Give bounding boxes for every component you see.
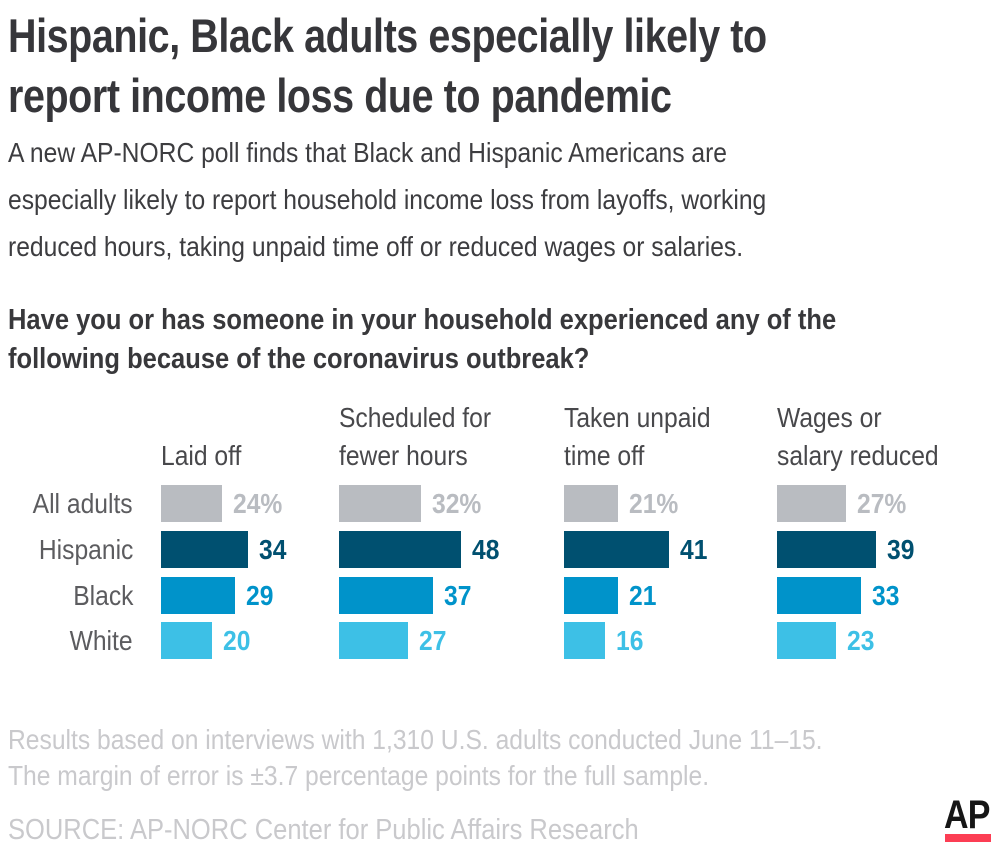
bar-value-label: 37	[444, 580, 472, 611]
bar	[777, 485, 846, 522]
bar	[564, 577, 618, 614]
bar	[339, 622, 408, 659]
footnote-line-2: The margin of error is ±3.7 percentage p…	[8, 760, 710, 791]
ap-logo-underline	[945, 834, 991, 842]
ap-logo: AP	[944, 793, 990, 837]
bar-value-label: 27%	[857, 488, 907, 519]
column-header: time off	[564, 440, 645, 471]
category-label: Black	[72, 580, 133, 611]
bar-value-label: 33	[872, 580, 900, 611]
column-header: Taken unpaid	[564, 402, 711, 433]
bar	[339, 577, 433, 614]
source-line: SOURCE: AP-NORC Center for Public Affair…	[8, 814, 639, 846]
bar	[339, 485, 421, 522]
subtitle-line-3: reduced hours, taking unpaid time off or…	[8, 231, 744, 262]
category-label: White	[70, 625, 133, 656]
bar-value-label: 39	[887, 534, 915, 565]
bar	[564, 622, 605, 659]
category-label: Hispanic	[38, 534, 133, 565]
page-title-line-2: report income loss due to pandemic	[8, 69, 672, 122]
bar	[777, 531, 876, 568]
bar	[777, 622, 836, 659]
bar-value-label: 20	[223, 625, 251, 656]
bar-value-label: 21	[629, 580, 657, 611]
bar-value-label: 21%	[629, 488, 679, 519]
bar	[161, 577, 235, 614]
bar	[777, 577, 861, 614]
column-header: Wages or	[777, 402, 882, 433]
bar	[564, 531, 669, 568]
bar	[161, 531, 248, 568]
bar-value-label: 24%	[233, 488, 283, 519]
bar	[339, 531, 461, 568]
subtitle-line-1: A new AP-NORC poll finds that Black and …	[8, 137, 728, 168]
bar	[161, 622, 212, 659]
bar-value-label: 32%	[432, 488, 482, 519]
question-line-1: Have you or has someone in your househol…	[8, 304, 837, 336]
category-label: All adults	[33, 488, 133, 519]
question-line-2: following because of the coronavirus out…	[8, 343, 590, 375]
bar-value-label: 23	[847, 625, 875, 656]
column-header: Laid off	[161, 440, 242, 471]
page-title-line-1: Hispanic, Black adults especially likely…	[8, 9, 767, 62]
bar-value-label: 16	[616, 625, 644, 656]
column-header: fewer hours	[339, 440, 468, 471]
bar-value-label: 41	[680, 534, 708, 565]
bar-value-label: 34	[259, 534, 287, 565]
bar	[564, 485, 618, 522]
bar-value-label: 27	[419, 625, 447, 656]
bar-value-label: 29	[246, 580, 274, 611]
column-header: Scheduled for	[339, 402, 492, 433]
column-header: salary reduced	[777, 440, 939, 471]
bar-value-label: 48	[472, 534, 500, 565]
footnote-line-1: Results based on interviews with 1,310 U…	[8, 724, 823, 755]
bar	[161, 485, 222, 522]
subtitle-line-2: especially likely to report household in…	[8, 184, 767, 215]
